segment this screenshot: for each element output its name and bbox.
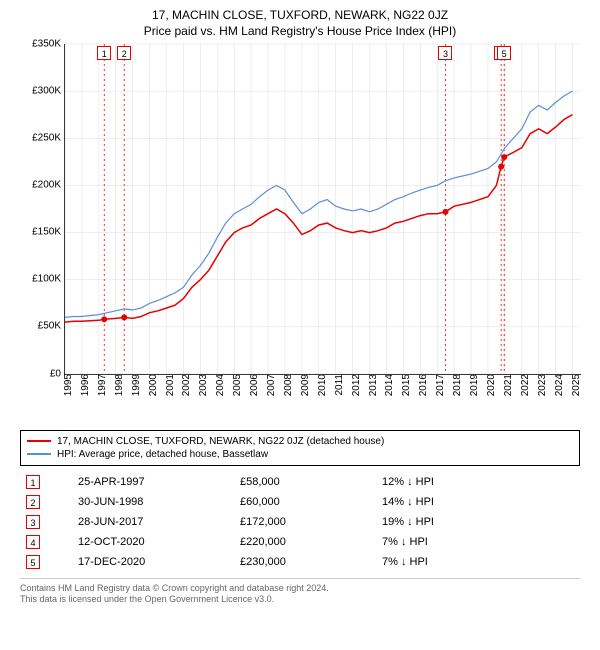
sale-price: £220,000 xyxy=(234,532,376,552)
sale-date: 25-APR-1997 xyxy=(72,472,234,492)
ytick-label: £350K xyxy=(32,38,65,49)
sale-badge: 3 xyxy=(26,515,40,529)
footer-line-2: This data is licensed under the Open Gov… xyxy=(20,594,580,606)
xtick-label: 1999 xyxy=(129,374,142,396)
sale-delta: 7% ↓ HPI xyxy=(376,552,580,572)
xtick-label: 2006 xyxy=(247,374,260,396)
sale-badge: 4 xyxy=(26,535,40,549)
table-row: 4 12-OCT-2020£220,0007% ↓ HPI xyxy=(20,532,580,552)
xtick-label: 2001 xyxy=(163,374,176,396)
sale-marker: 5 xyxy=(497,46,511,60)
xtick-label: 2002 xyxy=(179,374,192,396)
xtick-label: 2008 xyxy=(281,374,294,396)
xtick-label: 2023 xyxy=(535,374,548,396)
sale-marker: 1 xyxy=(97,46,111,60)
xtick-label: 1995 xyxy=(61,374,74,396)
page-title: 17, MACHIN CLOSE, TUXFORD, NEWARK, NG22 … xyxy=(10,8,590,24)
sale-delta: 14% ↓ HPI xyxy=(376,492,580,512)
sale-badge: 5 xyxy=(26,555,40,569)
xtick-label: 2013 xyxy=(366,374,379,396)
sale-date: 30-JUN-1998 xyxy=(72,492,234,512)
price-chart: £0£50K£100K£150K£200K£250K£300K£350K1995… xyxy=(20,44,580,424)
xtick-label: 2003 xyxy=(196,374,209,396)
xtick-label: 1998 xyxy=(112,374,125,396)
page-subtitle: Price paid vs. HM Land Registry's House … xyxy=(10,24,590,38)
sale-point xyxy=(101,316,107,322)
table-row: 3 28-JUN-2017£172,00019% ↓ HPI xyxy=(20,512,580,532)
legend-swatch xyxy=(27,453,51,455)
xtick-label: 2025 xyxy=(569,374,582,396)
sale-point xyxy=(498,163,504,169)
sale-delta: 7% ↓ HPI xyxy=(376,532,580,552)
legend-label: 17, MACHIN CLOSE, TUXFORD, NEWARK, NG22 … xyxy=(57,435,384,448)
xtick-label: 2019 xyxy=(467,374,480,396)
sale-badge: 2 xyxy=(26,495,40,509)
table-row: 2 30-JUN-1998£60,00014% ↓ HPI xyxy=(20,492,580,512)
sale-point xyxy=(121,314,127,320)
sale-price: £60,000 xyxy=(234,492,376,512)
ytick-label: £200K xyxy=(32,180,65,191)
sales-table: 1 25-APR-1997£58,00012% ↓ HPI 2 30-JUN-1998… xyxy=(20,472,580,572)
xtick-label: 2009 xyxy=(298,374,311,396)
xtick-label: 2012 xyxy=(349,374,362,396)
sale-delta: 19% ↓ HPI xyxy=(376,512,580,532)
sale-price: £58,000 xyxy=(234,472,376,492)
sale-date: 12-OCT-2020 xyxy=(72,532,234,552)
sale-price: £172,000 xyxy=(234,512,376,532)
xtick-label: 2011 xyxy=(332,374,345,396)
xtick-label: 2015 xyxy=(399,374,412,396)
xtick-label: 2016 xyxy=(416,374,429,396)
xtick-label: 2000 xyxy=(146,374,159,396)
table-row: 1 25-APR-1997£58,00012% ↓ HPI xyxy=(20,472,580,492)
sale-date: 28-JUN-2017 xyxy=(72,512,234,532)
footer: Contains HM Land Registry data © Crown c… xyxy=(20,578,580,606)
xtick-label: 2004 xyxy=(213,374,226,396)
plot-area: £0£50K£100K£150K£200K£250K£300K£350K1995… xyxy=(64,44,581,375)
xtick-label: 2018 xyxy=(450,374,463,396)
footer-line-1: Contains HM Land Registry data © Crown c… xyxy=(20,583,580,595)
ytick-label: £100K xyxy=(32,274,65,285)
sale-delta: 12% ↓ HPI xyxy=(376,472,580,492)
xtick-label: 1996 xyxy=(78,374,91,396)
xtick-label: 2005 xyxy=(230,374,243,396)
legend-item: HPI: Average price, detached house, Bass… xyxy=(27,448,573,461)
sale-date: 17-DEC-2020 xyxy=(72,552,234,572)
xtick-label: 2010 xyxy=(315,374,328,396)
sale-marker: 3 xyxy=(438,46,452,60)
ytick-label: £150K xyxy=(32,227,65,238)
xtick-label: 2020 xyxy=(484,374,497,396)
ytick-label: £250K xyxy=(32,132,65,143)
xtick-label: 2024 xyxy=(552,374,565,396)
legend-swatch xyxy=(27,440,51,442)
legend: 17, MACHIN CLOSE, TUXFORD, NEWARK, NG22 … xyxy=(20,430,580,466)
xtick-label: 2017 xyxy=(433,374,446,396)
sale-marker: 2 xyxy=(117,46,131,60)
xtick-label: 2022 xyxy=(518,374,531,396)
sale-point xyxy=(442,208,448,214)
sale-point xyxy=(501,154,507,160)
legend-item: 17, MACHIN CLOSE, TUXFORD, NEWARK, NG22 … xyxy=(27,435,573,448)
xtick-label: 1997 xyxy=(95,374,108,396)
xtick-label: 2021 xyxy=(501,374,514,396)
sale-badge: 1 xyxy=(26,475,40,489)
xtick-label: 2007 xyxy=(264,374,277,396)
legend-label: HPI: Average price, detached house, Bass… xyxy=(57,448,268,461)
ytick-label: £300K xyxy=(32,85,65,96)
sale-price: £230,000 xyxy=(234,552,376,572)
page-root: 17, MACHIN CLOSE, TUXFORD, NEWARK, NG22 … xyxy=(0,0,600,650)
ytick-label: £50K xyxy=(38,321,65,332)
table-row: 5 17-DEC-2020£230,0007% ↓ HPI xyxy=(20,552,580,572)
xtick-label: 2014 xyxy=(382,374,395,396)
